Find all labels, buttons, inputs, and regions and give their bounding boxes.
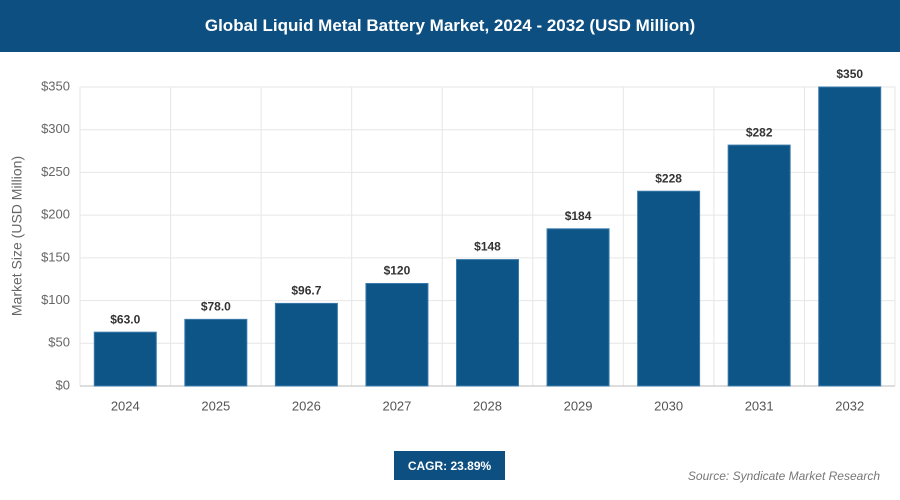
cagr-badge: CAGR: 23.89% <box>394 451 505 480</box>
y-tick-label: $100 <box>41 292 70 307</box>
value-label: $350 <box>836 67 863 81</box>
value-label: $148 <box>474 240 501 254</box>
bar <box>365 282 429 387</box>
value-label: $282 <box>746 125 773 139</box>
y-tick-label: $50 <box>48 335 70 350</box>
value-label: $96.7 <box>291 284 321 298</box>
chart-title: Global Liquid Metal Battery Market, 2024… <box>0 0 900 52</box>
bar <box>727 144 791 387</box>
bar <box>274 302 338 387</box>
x-tick-label: 2031 <box>745 398 774 413</box>
x-tick-label: 2025 <box>201 398 230 413</box>
bar <box>637 190 701 387</box>
x-tick-label: 2032 <box>835 398 864 413</box>
x-tick-label: 2028 <box>473 398 502 413</box>
bar <box>818 86 882 387</box>
value-label: $78.0 <box>201 300 231 314</box>
x-tick-label: 2030 <box>654 398 683 413</box>
value-label: $120 <box>384 264 411 278</box>
x-tick-label: 2024 <box>111 398 140 413</box>
y-tick-label: $150 <box>41 249 70 264</box>
x-tick-label: 2026 <box>292 398 321 413</box>
bar <box>93 331 157 387</box>
y-tick-label: $0 <box>56 377 70 392</box>
bar <box>546 228 610 387</box>
bar <box>184 318 248 387</box>
y-tick-label: $200 <box>41 207 70 222</box>
source-note: Source: Syndicate Market Research <box>687 469 880 483</box>
y-tick-label: $300 <box>41 121 70 136</box>
x-tick-label: 2029 <box>564 398 593 413</box>
value-label: $228 <box>655 171 682 185</box>
y-axis-label: Market Size (USD Million) <box>9 156 25 316</box>
value-label: $63.0 <box>110 312 140 326</box>
value-label: $184 <box>565 209 592 223</box>
y-tick-label: $350 <box>41 78 70 93</box>
x-tick-label: 2027 <box>382 398 411 413</box>
y-tick-label: $250 <box>41 164 70 179</box>
bar <box>456 259 519 387</box>
